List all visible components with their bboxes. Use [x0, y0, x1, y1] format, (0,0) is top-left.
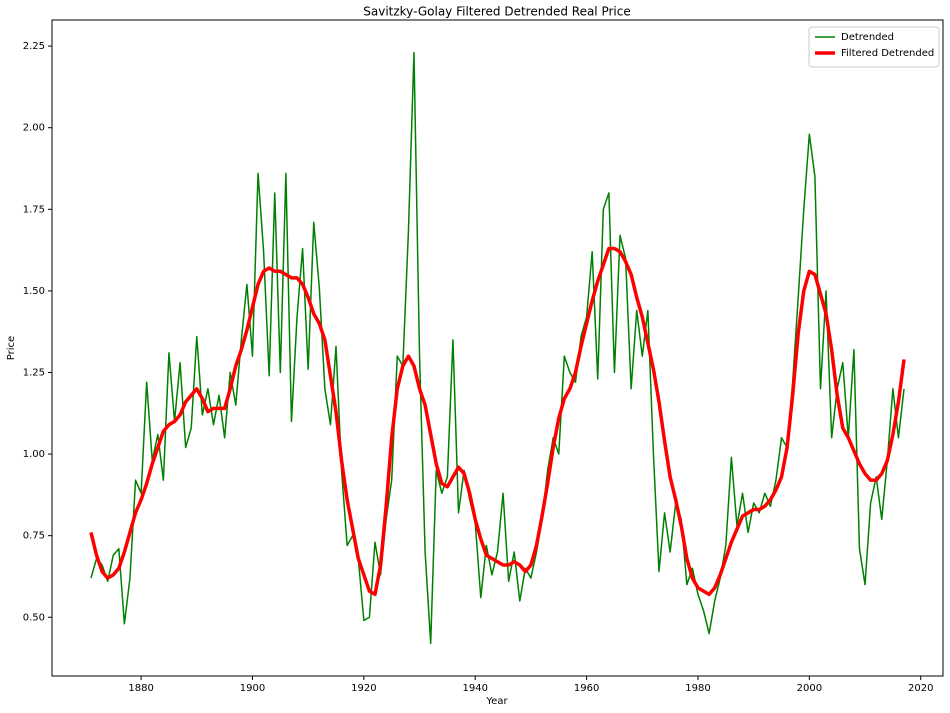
legend-label: Filtered Detrended — [841, 48, 934, 59]
x-tick-label: 1960 — [574, 683, 599, 694]
y-tick-label: 0.75 — [23, 531, 45, 542]
chart-title: Savitzky-Golay Filtered Detrended Real P… — [363, 5, 630, 19]
x-axis-label: Year — [485, 696, 508, 707]
y-tick-label: 1.50 — [23, 286, 45, 297]
y-tick-label: 1.25 — [23, 367, 45, 378]
x-tick-label: 1880 — [128, 683, 153, 694]
y-axis-label: Price — [6, 336, 17, 360]
line-series — [89, 246, 906, 597]
legend-box — [808, 26, 940, 68]
x-tick-label: 2000 — [797, 683, 822, 694]
x-tick-label: 2020 — [908, 683, 933, 694]
y-tick-label: 1.00 — [23, 449, 45, 460]
y-tick-label: 1.75 — [23, 204, 45, 215]
y-tick-label: 0.50 — [23, 612, 45, 623]
x-tick-label: 1980 — [685, 683, 710, 694]
y-tick-label: 2.00 — [23, 123, 45, 134]
plot-area — [51, 19, 944, 677]
x-tick-label: 1920 — [351, 683, 376, 694]
x-tick-label: 1900 — [240, 683, 265, 694]
y-tick-label: 2.25 — [23, 41, 45, 52]
legend-label: Detrended — [841, 32, 894, 43]
x-tick-label: 1940 — [462, 683, 487, 694]
